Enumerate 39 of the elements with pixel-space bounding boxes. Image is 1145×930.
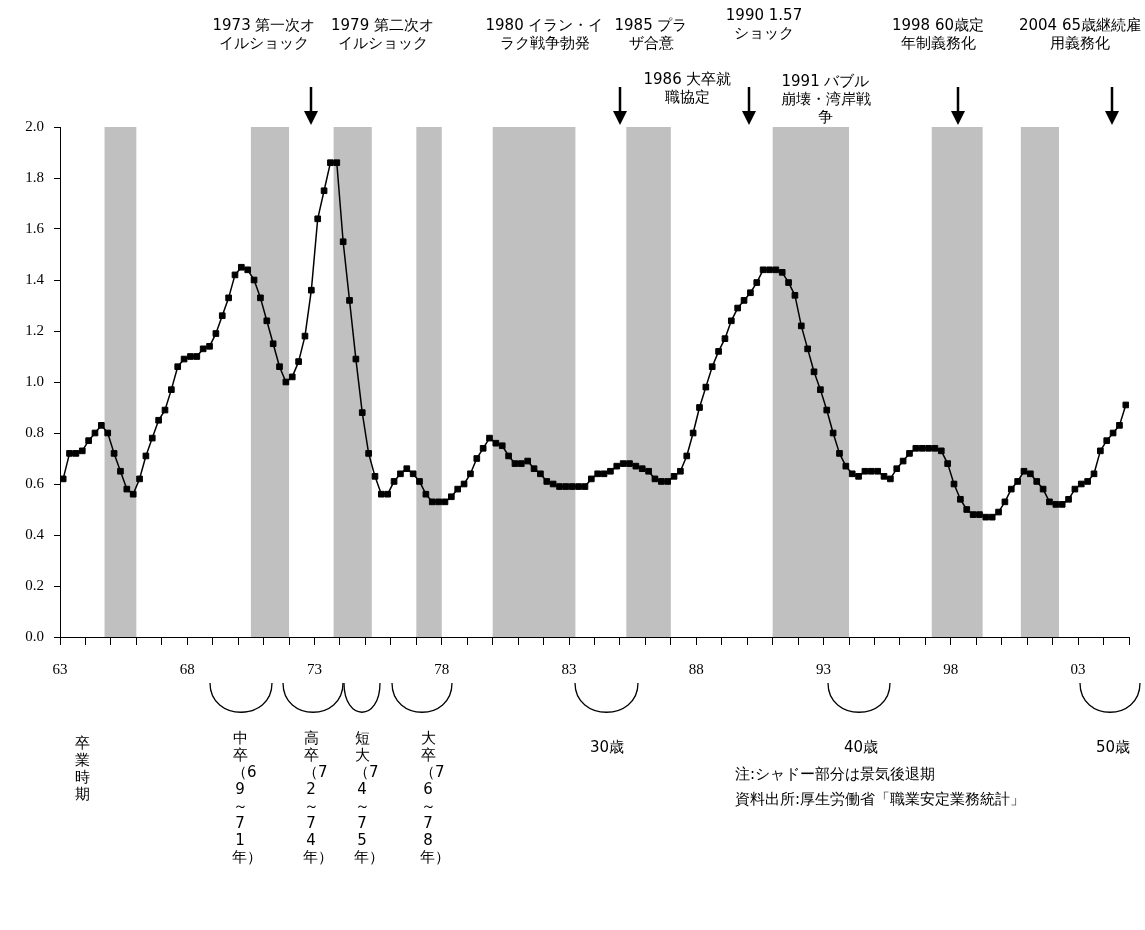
text: 1986 大卒就職協定 — [642, 70, 733, 106]
text: 50歳 — [1094, 738, 1132, 756]
text: 2004 65歳継続雇用義務化 — [1018, 16, 1142, 52]
text: 40歳 — [842, 738, 880, 756]
y-tick-label: 0.2 — [25, 576, 44, 593]
y-tick-label: 2.0 — [25, 117, 44, 134]
x-tick-label: 03 — [1070, 660, 1086, 677]
x-tick-label: 63 — [52, 660, 68, 677]
text: 卒業時期 — [74, 734, 90, 803]
x-tick-label: 68 — [179, 660, 195, 677]
x-tick-label: 73 — [307, 660, 323, 677]
text: 高卒（72～74年） — [303, 729, 333, 866]
text: 短大（74～75年） — [354, 729, 384, 866]
x-tick-label: 88 — [688, 660, 704, 677]
y-tick-label: 0.8 — [25, 423, 44, 440]
x-tick-label: 93 — [816, 660, 832, 677]
y-tick-label: 0.6 — [25, 474, 45, 491]
text: 大卒（76～78年） — [420, 729, 450, 866]
y-tick-label: 1.2 — [25, 321, 44, 338]
x-tick-label: 78 — [434, 660, 450, 677]
text: 中卒（69～71年） — [232, 729, 262, 866]
y-tick-label: 0.4 — [25, 525, 45, 542]
y-tick-label: 1.4 — [25, 270, 45, 287]
y-tick-label: 0.0 — [25, 627, 44, 644]
text: 30歳 — [588, 738, 626, 756]
text: 1980 イラン・イラク戦争勃発 — [484, 16, 605, 52]
y-tick-label: 1.6 — [25, 219, 45, 236]
text: 1973 第一次オイルショック — [211, 16, 317, 52]
text: 1985 プラザ合意 — [613, 16, 689, 52]
text: 1990 1.57ショック — [724, 6, 804, 42]
x-tick-label: 83 — [561, 660, 577, 677]
x-tick-label: 98 — [943, 660, 959, 677]
text: 1979 第二次オイルショック — [330, 16, 435, 52]
y-tick-label: 1.8 — [25, 168, 44, 185]
text: 1998 60歳定年制義務化 — [891, 16, 985, 52]
y-tick-label: 1.0 — [25, 372, 44, 389]
text: 資料出所:厚生労働省「職業安定業務統計」 — [735, 790, 1026, 808]
text: 1991 バブル崩壊・湾岸戦争 — [779, 72, 872, 126]
text: 注:シャドー部分は景気後退期 — [735, 765, 936, 783]
